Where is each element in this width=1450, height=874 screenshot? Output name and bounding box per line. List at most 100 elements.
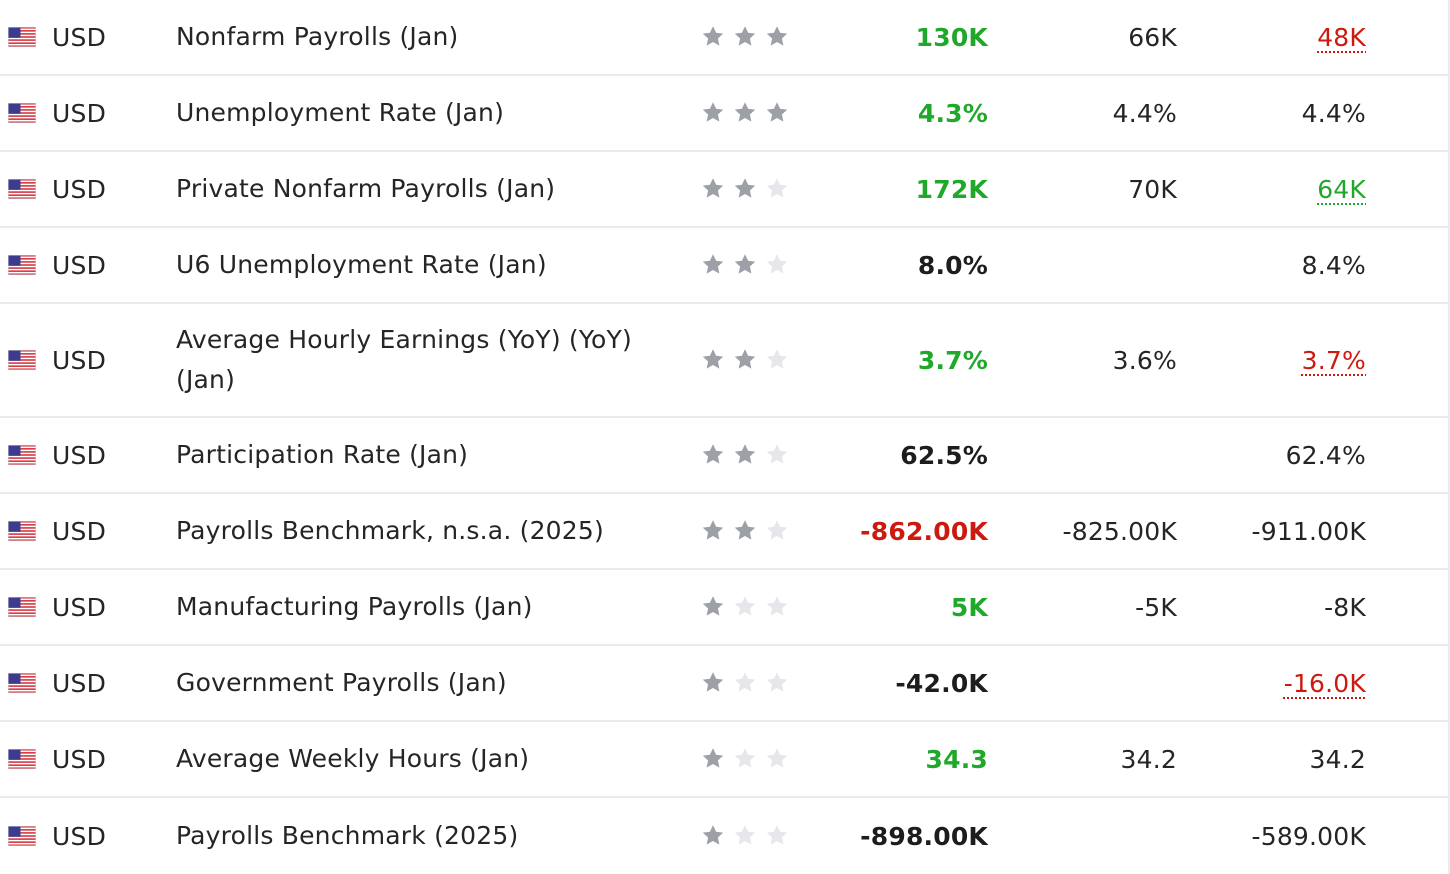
forecast-text: 34.2: [1120, 744, 1177, 774]
actual-text: 62.5%: [900, 440, 988, 470]
forecast-text: 3.6%: [1112, 345, 1177, 375]
actual-value: -862.00K: [800, 494, 988, 568]
star-icon: [734, 596, 756, 616]
us-flag-icon: [8, 521, 36, 541]
currency-text: USD: [52, 744, 107, 774]
calendar-event-row[interactable]: USD Manufacturing Payrolls (Jan) 5K -5K …: [0, 570, 1450, 646]
previous-value: 34.2: [1190, 722, 1366, 796]
forecast-text: 70K: [1128, 174, 1177, 204]
calendar-event-row[interactable]: USD Private Nonfarm Payrolls (Jan) 172K …: [0, 152, 1450, 228]
star-icon: [702, 672, 724, 692]
importance-stars: [700, 722, 800, 796]
calendar-event-row[interactable]: USD U6 Unemployment Rate (Jan) 8.0% 8.4%: [0, 228, 1450, 304]
event-name-link[interactable]: Payrolls Benchmark (2025): [176, 798, 656, 874]
forecast-text: 4.4%: [1112, 98, 1177, 128]
star-icon: [734, 102, 756, 122]
actual-text: -898.00K: [860, 821, 988, 851]
event-text: Payrolls Benchmark, n.s.a. (2025): [176, 516, 604, 545]
event-name-link[interactable]: Payrolls Benchmark, n.s.a. (2025): [176, 494, 656, 568]
previous-text: -8K: [1324, 592, 1366, 622]
event-name-link[interactable]: Average Weekly Hours (Jan): [176, 722, 656, 796]
previous-revised-text[interactable]: 48K: [1317, 22, 1366, 52]
currency-code: USD: [52, 570, 162, 644]
previous-value: -16.0K: [1190, 646, 1366, 720]
star-icon: [734, 26, 756, 46]
star-icon: [766, 102, 788, 122]
calendar-event-row[interactable]: USD Average Weekly Hours (Jan) 34.3 34.2…: [0, 722, 1450, 798]
calendar-event-row[interactable]: USD Government Payrolls (Jan) -42.0K -16…: [0, 646, 1450, 722]
calendar-event-row[interactable]: USD Average Hourly Earnings (YoY) (YoY) …: [0, 304, 1450, 418]
previous-revised-text[interactable]: -16.0K: [1283, 668, 1366, 698]
currency-text: USD: [52, 250, 107, 280]
event-name-link[interactable]: Government Payrolls (Jan): [176, 646, 656, 720]
currency-text: USD: [52, 440, 107, 470]
previous-value: 64K: [1190, 152, 1366, 226]
currency-text: USD: [52, 516, 107, 546]
star-icon: [766, 596, 788, 616]
previous-revised-text[interactable]: 3.7%: [1301, 345, 1366, 375]
event-text: Nonfarm Payrolls (Jan): [176, 22, 459, 51]
star-icon: [702, 444, 724, 464]
actual-value: -42.0K: [800, 646, 988, 720]
us-flag-icon: [8, 597, 36, 617]
forecast-value: [1000, 418, 1177, 492]
calendar-event-row[interactable]: USD Unemployment Rate (Jan) 4.3% 4.4% 4.…: [0, 76, 1450, 152]
event-text: U6 Unemployment Rate (Jan): [176, 250, 547, 279]
flag-cell: [8, 304, 38, 416]
star-icon: [734, 520, 756, 540]
previous-value: 62.4%: [1190, 418, 1366, 492]
importance-stars: [700, 0, 800, 74]
importance-stars: [700, 304, 800, 416]
currency-text: USD: [52, 592, 107, 622]
previous-value: 3.7%: [1190, 304, 1366, 416]
actual-text: 172K: [915, 174, 988, 204]
us-flag-icon: [8, 749, 36, 769]
event-name-link[interactable]: Nonfarm Payrolls (Jan): [176, 0, 656, 74]
us-flag-icon: [8, 255, 36, 275]
actual-value: 4.3%: [800, 76, 988, 150]
forecast-value: 4.4%: [1000, 76, 1177, 150]
importance-stars: [700, 152, 800, 226]
currency-text: USD: [52, 174, 107, 204]
star-icon: [702, 596, 724, 616]
event-name-link[interactable]: Private Nonfarm Payrolls (Jan): [176, 152, 656, 226]
event-name-link[interactable]: U6 Unemployment Rate (Jan): [176, 228, 656, 302]
table-right-border: [1448, 0, 1450, 874]
star-icon: [734, 444, 756, 464]
calendar-event-row[interactable]: USD Participation Rate (Jan) 62.5% 62.4%: [0, 418, 1450, 494]
forecast-value: -825.00K: [1000, 494, 1177, 568]
previous-text: 4.4%: [1301, 98, 1366, 128]
actual-text: 5K: [950, 592, 988, 622]
actual-value: 62.5%: [800, 418, 988, 492]
actual-value: 130K: [800, 0, 988, 74]
event-name-link[interactable]: Unemployment Rate (Jan): [176, 76, 656, 150]
event-name-link[interactable]: Average Hourly Earnings (YoY) (YoY) (Jan…: [176, 304, 656, 416]
currency-text: USD: [52, 668, 107, 698]
star-icon: [702, 102, 724, 122]
importance-stars: [700, 76, 800, 150]
star-icon: [702, 254, 724, 274]
calendar-event-row[interactable]: USD Nonfarm Payrolls (Jan) 130K 66K 48K: [0, 0, 1450, 76]
event-text: Average Weekly Hours (Jan): [176, 744, 530, 773]
forecast-text: -825.00K: [1062, 516, 1177, 546]
calendar-event-row[interactable]: USD Payrolls Benchmark (2025) -898.00K -…: [0, 798, 1450, 874]
event-text: Participation Rate (Jan): [176, 440, 469, 469]
star-icon: [766, 26, 788, 46]
flag-cell: [8, 228, 38, 302]
actual-text: 34.3: [925, 744, 988, 774]
previous-revised-text[interactable]: 64K: [1317, 174, 1366, 204]
us-flag-icon: [8, 103, 36, 123]
star-icon: [702, 349, 724, 369]
star-icon: [702, 748, 724, 768]
forecast-value: -5K: [1000, 570, 1177, 644]
event-name-link[interactable]: Manufacturing Payrolls (Jan): [176, 570, 656, 644]
actual-value: 3.7%: [800, 304, 988, 416]
event-text: Payrolls Benchmark (2025): [176, 821, 519, 850]
event-name-link[interactable]: Participation Rate (Jan): [176, 418, 656, 492]
currency-text: USD: [52, 821, 107, 851]
flag-cell: [8, 152, 38, 226]
star-icon: [734, 254, 756, 274]
calendar-event-row[interactable]: USD Payrolls Benchmark, n.s.a. (2025) -8…: [0, 494, 1450, 570]
currency-code: USD: [52, 228, 162, 302]
